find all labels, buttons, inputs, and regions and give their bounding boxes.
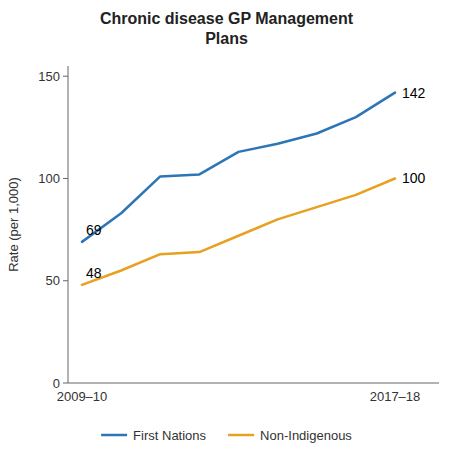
y-tick [63, 280, 68, 281]
y-tick-label: 100 [38, 171, 60, 186]
annotation: 48 [86, 265, 102, 281]
series-line [82, 93, 395, 242]
series-line [82, 178, 395, 284]
chart-container: Chronic disease GP ManagementPlans050100… [0, 0, 453, 465]
chart-title: Chronic disease GP Management Plans [100, 10, 354, 47]
series-group [82, 93, 395, 285]
x-axis-line [68, 383, 439, 384]
legend-swatch [101, 434, 127, 437]
legend-item: Non-Indigenous [228, 428, 352, 443]
annotation: 100 [402, 170, 426, 186]
y-axis-label: Rate (per 1,000) [6, 177, 21, 272]
annotation: 69 [86, 222, 102, 238]
legend-label: Non-Indigenous [260, 428, 352, 443]
legend: First Nations Non-Indigenous [101, 428, 352, 443]
annotation: 142 [402, 85, 426, 101]
y-axis-line [68, 66, 69, 383]
chart-svg: Chronic disease GP ManagementPlans050100… [0, 0, 453, 465]
title-line: Chronic disease GP Management [100, 10, 354, 27]
y-tick-label: 150 [38, 69, 60, 84]
x-tick-label: 2009–10 [57, 389, 108, 404]
legend-item: First Nations [101, 428, 206, 443]
title-line: Plans [205, 30, 248, 47]
y-tick [63, 76, 68, 77]
legend-label: First Nations [133, 428, 206, 443]
y-tick [63, 178, 68, 179]
y-tick [63, 383, 68, 384]
y-tick-label: 50 [46, 273, 60, 288]
x-tick-label: 2017–18 [370, 389, 421, 404]
legend-swatch [228, 434, 254, 437]
